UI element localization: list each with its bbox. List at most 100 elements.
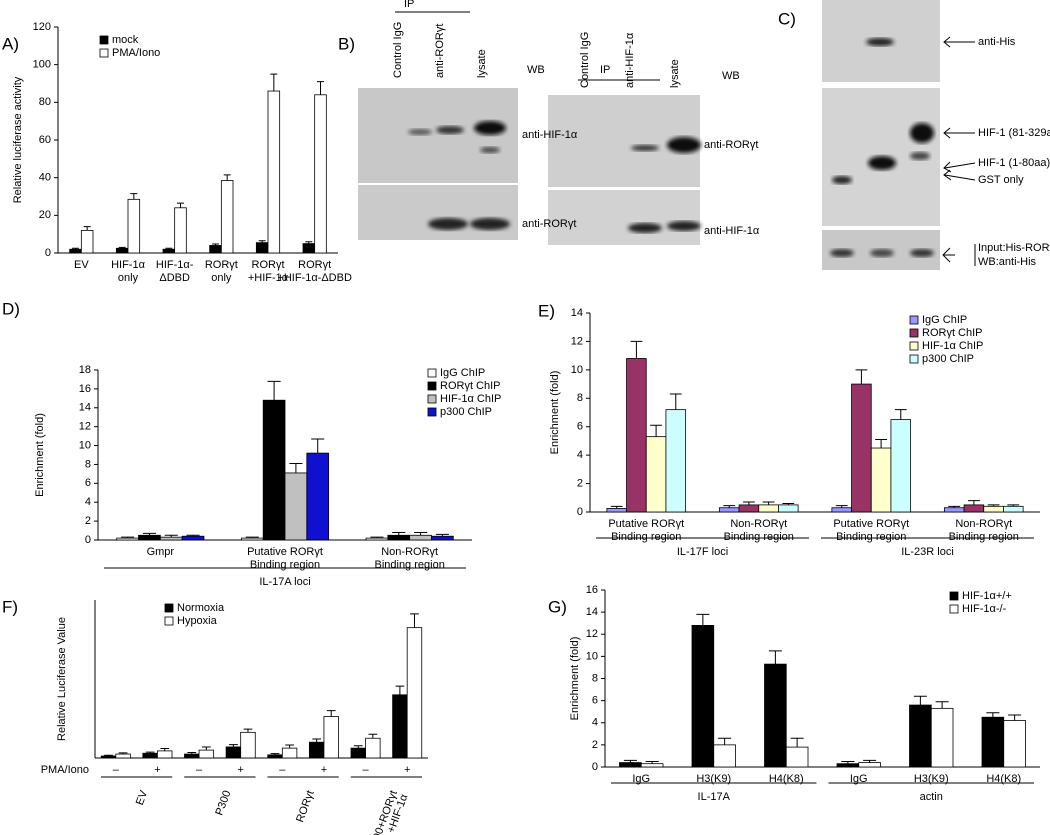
y-tick-label: 12 — [586, 628, 598, 640]
bar — [184, 753, 200, 759]
error-bar — [913, 695, 927, 706]
error-bar — [855, 369, 868, 385]
y-tick-label: 60 — [39, 134, 51, 146]
error-bar — [723, 505, 736, 508]
x-tick-label-line: H4(K8) — [986, 773, 1021, 785]
y-axis-label: Enrichment (fold) — [34, 413, 46, 497]
x-tick-label: + — [321, 764, 327, 776]
error-bar — [410, 613, 419, 628]
error-bar — [875, 439, 887, 449]
bar — [255, 242, 269, 254]
band-label: WB:anti-His — [978, 256, 1037, 268]
error-bar — [104, 754, 113, 757]
error-bar — [718, 737, 732, 745]
x-tick-label-line: RORγt — [298, 259, 331, 271]
bar — [858, 762, 881, 768]
error-bar — [935, 701, 949, 709]
error-bar — [835, 505, 848, 508]
error-bar — [370, 536, 384, 539]
bar — [981, 716, 1005, 768]
group-label-line: RORγt — [294, 789, 317, 824]
bar — [1003, 505, 1024, 513]
error-bar — [245, 536, 259, 539]
y-tick-label: 2 — [85, 515, 91, 527]
y-tick-label: 6 — [592, 695, 598, 707]
error-bar — [72, 247, 79, 250]
error-bar — [121, 536, 135, 539]
group-label-line: actin — [920, 791, 943, 803]
y-tick-label: 100 — [33, 59, 51, 71]
bar — [69, 248, 82, 254]
y-tick-label: 4 — [577, 449, 583, 461]
group-label: IL-23R loci — [901, 546, 954, 558]
y-tick-label: 14 — [79, 402, 91, 414]
error-bar — [317, 81, 324, 95]
bar — [240, 537, 264, 541]
y-tick-label: 0 — [577, 506, 583, 518]
blot-lines — [395, 11, 976, 266]
y-tick-label: 12 — [571, 335, 583, 347]
bar — [930, 707, 954, 768]
bar — [198, 749, 215, 759]
y-tick-label: 16 — [79, 383, 91, 395]
bar — [220, 180, 234, 254]
bar — [116, 537, 139, 541]
error-bar — [118, 752, 128, 755]
band-label: anti-HIF-1α — [704, 225, 760, 237]
error-bar — [669, 393, 682, 410]
group-label: RORγt — [294, 789, 317, 824]
y-tick-label: 10 — [79, 439, 91, 451]
x-tick-label-line: Gmpr — [147, 546, 175, 558]
error-bar — [165, 247, 173, 250]
legend-swatch — [909, 315, 919, 325]
legend-label: PMA/Iono — [112, 47, 160, 59]
error-bar — [395, 685, 405, 695]
lane-label: lysate — [669, 59, 681, 88]
lane-label: anti-HIF-1α — [624, 32, 636, 88]
x-tick-label: Non-RORγt Binding region — [949, 518, 1019, 543]
error-bar — [187, 751, 197, 755]
y-tick-label: 16 — [586, 584, 598, 596]
error-bar — [312, 738, 322, 743]
bar — [138, 534, 161, 541]
bar — [983, 505, 1004, 513]
bar — [262, 399, 286, 541]
legend-label: Normoxia — [177, 602, 225, 614]
legend-swatch — [99, 35, 109, 45]
x-tick-label: – — [196, 764, 203, 776]
panel-label: E) — [538, 301, 555, 320]
legend-swatch — [949, 591, 959, 601]
bar — [392, 694, 408, 759]
bar — [851, 383, 872, 513]
error-bar — [894, 409, 907, 420]
error-bar — [223, 174, 231, 181]
bar — [943, 507, 965, 513]
legend-label: Hypoxia — [177, 615, 218, 627]
error-bar — [270, 753, 280, 755]
group-label-line: IL-17F loci — [677, 546, 728, 558]
legend-swatch — [427, 407, 437, 417]
bar — [645, 436, 667, 513]
legend-swatch — [909, 354, 919, 364]
x-axis-label: PMA/Iono — [41, 764, 89, 776]
x-tick-label-line: ΔDBD — [159, 272, 190, 284]
bar — [115, 753, 131, 759]
x-tick-label-line: IgG — [850, 773, 868, 785]
legend-label: IgG ChIP — [922, 314, 967, 326]
x-tick-label: Non-RORγt Binding region — [374, 546, 444, 571]
panel-label: C) — [778, 9, 796, 28]
legend-swatch — [99, 48, 109, 58]
band-label: HIF-1 (1-80aa) — [978, 157, 1050, 169]
x-tick-label: HIF-1α only — [111, 259, 146, 284]
x-tick-label-line: only — [118, 272, 139, 284]
y-tick-label: 10 — [586, 650, 598, 662]
x-tick-label-line: Binding region — [250, 559, 320, 571]
x-tick-label: + — [237, 764, 243, 776]
bar — [1003, 720, 1026, 768]
x-tick-label: Non-RORγt Binding region — [724, 518, 794, 543]
x-tick-label-line: +HIF-1α-ΔDBD — [277, 272, 352, 284]
legend-swatch — [909, 328, 919, 338]
bar — [713, 744, 736, 768]
x-tick-label-line: Binding region — [611, 531, 681, 543]
